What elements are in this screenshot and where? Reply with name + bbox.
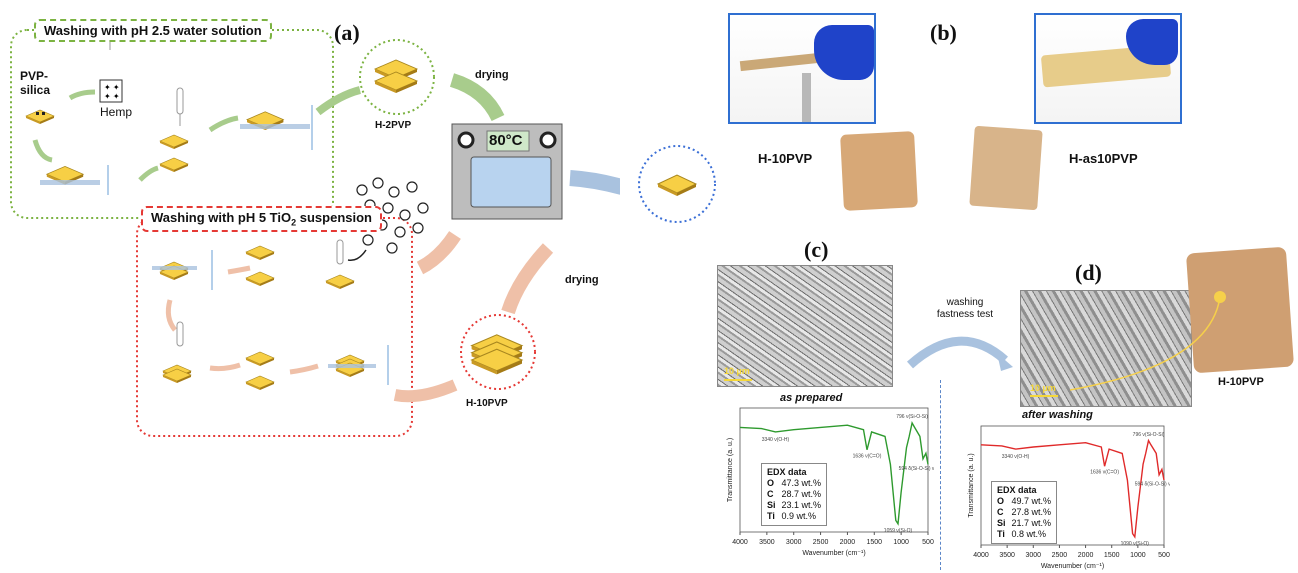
edx-row-d: Ti 0.8 wt.% <box>997 529 1047 539</box>
drying-bottom-label: drying <box>565 274 599 286</box>
peak-annotation: 594 δ(Si-O-Si) ν(Ti-O) <box>1135 482 1170 488</box>
washing-text: washing <box>946 297 984 308</box>
edx-row-c: Si 23.1 wt.% <box>767 500 822 510</box>
drying-top-label: drying <box>475 69 509 81</box>
peak-annotation: 796 ν(Si-O-Si) <box>896 414 928 420</box>
x-tick-label: 2500 <box>1052 552 1068 559</box>
x-tick-label: 1000 <box>1130 552 1146 559</box>
panel-c-label: (c) <box>804 237 829 262</box>
zoom-line <box>1069 291 1226 391</box>
box-ph25-title: Washing with pH 2.5 water solution <box>34 19 272 42</box>
edx-title-c: EDX data <box>767 467 807 477</box>
caption-after-washing: after washing <box>1022 409 1093 421</box>
sem-scale-bar-c <box>724 379 752 381</box>
edx-row-c: C 28.7 wt.% <box>767 489 822 499</box>
edx-row-d: C 27.8 wt.% <box>997 507 1052 517</box>
peak-annotation: 1636 ν(C=O) <box>1090 470 1119 476</box>
fastness-text: fastness test <box>936 309 994 320</box>
photo-has10pvp-flat <box>969 125 1043 211</box>
peak-annotation: 796 ν(Si-O-Si) <box>1133 432 1165 438</box>
x-tick-label: 2500 <box>813 539 829 546</box>
edx-row-d: O 49.7 wt.% <box>997 496 1052 506</box>
box-ph5-title: Washing with pH 5 TiO2 suspension <box>141 206 382 232</box>
y-axis-label: Transmittance (a. u.) <box>727 438 734 502</box>
divider-line <box>940 380 941 570</box>
x-tick-label: 3000 <box>786 539 802 546</box>
oven-temp: 80°C <box>489 132 523 149</box>
peak-annotation: 1090 ν(Si-O) <box>1121 541 1150 547</box>
panel-a-graphics: ✦ ✦✦ ✦ <box>10 29 620 437</box>
dried-circle-graphic <box>638 145 716 223</box>
circle-h2pvp <box>359 39 435 115</box>
x-tick-label: 1500 <box>866 539 882 546</box>
peak-annotation: 1636 ν(C=O) <box>853 454 882 460</box>
edx-row-c: O 47.3 wt.% <box>767 478 822 488</box>
has10pvp-label: H-as10PVP <box>1069 151 1138 166</box>
svg-text:✦ ✦: ✦ ✦ <box>104 83 120 92</box>
edx-box-d: EDX data O 49.7 wt.% C 27.8 wt.% Si 21.7… <box>991 481 1058 544</box>
y-axis-label: Transmittance (a. u.) <box>968 453 975 517</box>
ftir-chart-after-washing: 4000 3500 3000 2500 2000 1500 1000 500 Wavenumbe… <box>968 425 1170 570</box>
x-tick-label: 3500 <box>759 539 775 546</box>
h2pvp-label: H-2PVP <box>375 120 412 131</box>
edx-title-d: EDX data <box>997 485 1037 495</box>
spectrum-line <box>980 438 1165 539</box>
x-tick-label: 3000 <box>1025 552 1041 559</box>
peak-annotation: 594 δ(Si-O-Si) ν(Ti-O) <box>899 466 934 472</box>
washing-fastness-label: washing fastness test <box>925 297 1005 321</box>
x-tick-label: 500 <box>1158 552 1170 559</box>
edx-row-c: Ti 0.9 wt.% <box>767 511 817 521</box>
x-axis-label: Wavenumber (cm⁻¹) <box>802 550 865 557</box>
x-tick-label: 2000 <box>840 539 856 546</box>
peak-annotation: 3340 ν(O-H) <box>1002 454 1030 460</box>
svg-text:✦ ✦: ✦ ✦ <box>104 92 120 101</box>
washing-arrow <box>906 336 1013 371</box>
x-tick-label: 4000 <box>973 552 989 559</box>
photo-h10pvp-side <box>728 13 876 124</box>
spectrum-line <box>739 421 929 526</box>
peak-annotation: 3340 ν(O-H) <box>762 437 790 443</box>
caption-as-prepared: as prepared <box>780 392 843 404</box>
sem-image-as-prepared <box>717 265 893 387</box>
sem-scale-bar-d <box>1030 395 1058 397</box>
edx-box-c: EDX data O 47.3 wt.% C 28.7 wt.% Si 23.1… <box>761 463 828 526</box>
sem-scale-c: 10 µm <box>724 366 750 376</box>
x-tick-label: 1500 <box>1104 552 1120 559</box>
photo-has10pvp-side <box>1034 13 1182 124</box>
panel-b-label: (b) <box>930 20 957 45</box>
x-tick-label: 3500 <box>999 552 1015 559</box>
x-axis-label: Wavenumber (cm⁻¹) <box>1041 563 1104 570</box>
x-tick-label: 2000 <box>1078 552 1094 559</box>
sem-scale-d: 10 µm <box>1030 383 1056 393</box>
h10pvp-label-a: H-10PVP <box>466 398 508 409</box>
circle-h10pvp <box>460 314 536 390</box>
x-tick-label: 500 <box>922 539 934 546</box>
panel-d-label: (d) <box>1075 260 1102 285</box>
x-tick-label: 1000 <box>893 539 909 546</box>
pvp-silica-label: PVP-silica <box>20 69 51 97</box>
x-tick-label: 4000 <box>732 539 748 546</box>
photo-h10pvp-flat <box>840 131 918 211</box>
h10pvp-label-d: H-10PVP <box>1218 376 1264 388</box>
panel-a-label: (a) <box>334 20 360 45</box>
peak-annotation: 1059 ν(Si-O) <box>884 528 913 534</box>
hemp-label: Hemp <box>100 105 133 119</box>
sem-image-after-washing <box>1020 290 1192 407</box>
edx-row-d: Si 21.7 wt.% <box>997 518 1052 528</box>
h10pvp-label-b: H-10PVP <box>758 151 813 166</box>
